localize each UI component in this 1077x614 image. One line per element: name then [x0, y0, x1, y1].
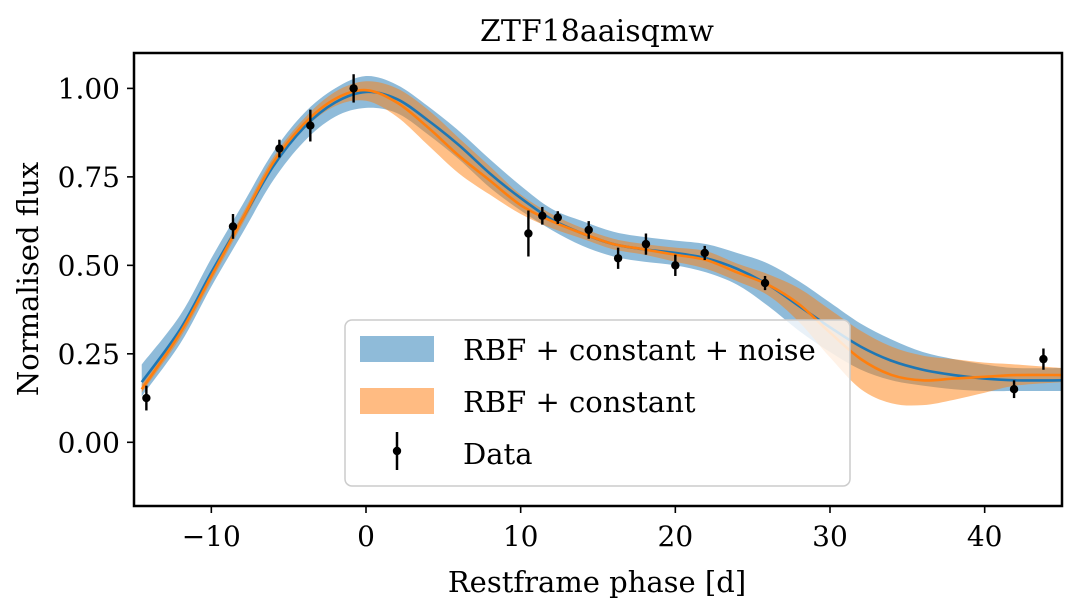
- y-axis: 0.00 0.25 0.50 0.75 1.00: [58, 72, 134, 459]
- y-axis-label: Normalised flux: [11, 162, 45, 396]
- legend-box: [344, 319, 851, 487]
- chart-title: ZTF18aaisqmw: [480, 14, 714, 49]
- data-point-5: [524, 229, 533, 238]
- legend-swatch-blue-band: [360, 336, 434, 362]
- data-point-1: [228, 222, 238, 231]
- x-axis: −10 0 10 20 30 40: [182, 506, 1003, 553]
- legend-swatch-errorbar-dot: [392, 446, 402, 456]
- data-point-8: [584, 225, 593, 235]
- data-point-13: [760, 278, 770, 288]
- x-axis-label: Restframe phase [d]: [448, 565, 746, 599]
- data-point-15: [1039, 354, 1048, 364]
- orange-mean-line: [140, 88, 1062, 390]
- legend-label-rbf: RBF + constant: [463, 385, 696, 419]
- y-tick-label-3: 0.75: [58, 161, 120, 194]
- plot-frame: [132, 51, 1064, 508]
- x-tick-label-4: 30: [812, 520, 848, 553]
- legend: RBF + constant + noise RBF + constant Da…: [344, 319, 851, 487]
- x-tick-label-5: 40: [967, 520, 1003, 553]
- data-point-3: [306, 121, 315, 130]
- y-tick-label-4: 1.00: [58, 72, 120, 105]
- x-tick-label-1: 0: [357, 520, 375, 553]
- legend-label-data: Data: [463, 437, 532, 471]
- data-point-9: [613, 254, 623, 263]
- data-point-2: [275, 144, 284, 153]
- data-point-14: [1009, 385, 1019, 394]
- x-tick-label-0: −10: [182, 520, 241, 553]
- legend-swatch-orange-band: [360, 388, 434, 414]
- data-point-6: [538, 211, 547, 220]
- data-point-7: [553, 213, 562, 222]
- x-tick-label-3: 20: [658, 520, 694, 553]
- x-tick-label-2: 10: [503, 520, 539, 553]
- y-tick-label-0: 0.00: [58, 426, 120, 459]
- y-tick-label-2: 0.50: [58, 249, 120, 282]
- data-point-10: [641, 239, 651, 249]
- legend-label-rbf-noise: RBF + constant + noise: [463, 333, 816, 367]
- data-point-0: [142, 393, 151, 403]
- data-point-12: [700, 248, 709, 258]
- data-point-11: [671, 261, 680, 270]
- data-point-4: [349, 84, 358, 93]
- y-tick-label-1: 0.25: [58, 338, 120, 371]
